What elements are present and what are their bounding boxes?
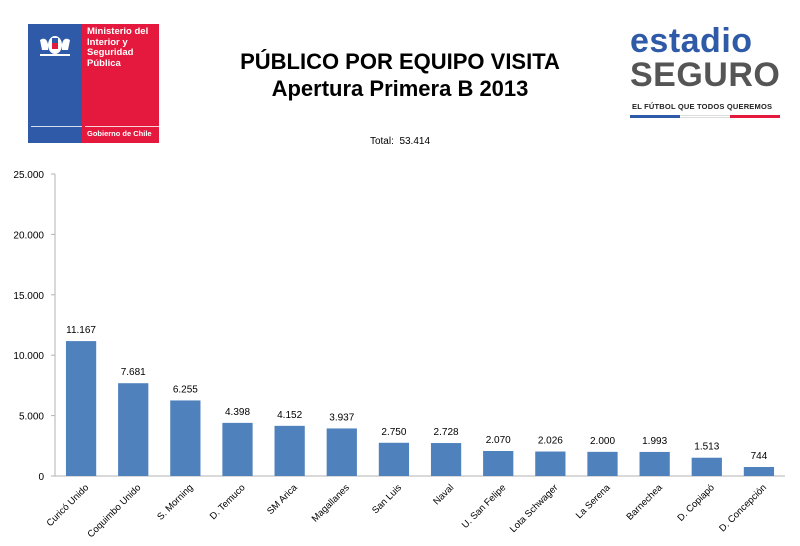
estadio-seguro-logo: estadio SEGURO EL FÚTBOL QUE TODOS QUERE… <box>628 22 788 126</box>
chile-coat-of-arms-icon <box>40 36 70 56</box>
x-category-label: Lota Schwager <box>508 482 561 535</box>
x-category-label: D. Temuco <box>208 482 248 522</box>
title-line-1: PÚBLICO POR EQUIPO VISITA <box>240 49 560 74</box>
data-label: 3.937 <box>329 412 354 423</box>
total-label: Total: 53.414 <box>0 136 800 147</box>
y-tick-label: 10.000 <box>13 351 44 362</box>
data-label: 6.255 <box>173 384 198 395</box>
x-category-label: Naval <box>431 482 456 507</box>
data-label: 1.993 <box>642 436 667 447</box>
data-label: 4.152 <box>277 410 302 421</box>
gobierno-de-chile-logo: Ministerio del Interior y Seguridad Públ… <box>28 24 159 143</box>
data-label: 2.728 <box>434 427 459 438</box>
x-category-label: S. Morning <box>155 482 195 522</box>
x-category-label: Coquimbo Unido <box>86 482 144 540</box>
ministry-name: Ministerio del Interior y Seguridad Públ… <box>87 26 149 69</box>
bar <box>691 457 722 476</box>
data-label: 2.026 <box>538 436 563 447</box>
bar <box>378 442 410 476</box>
x-category-label: SM Arica <box>265 482 300 517</box>
y-tick-label: 5.000 <box>19 412 44 423</box>
data-label: 2.000 <box>590 436 615 447</box>
bar <box>743 467 775 476</box>
x-category-label: D. Copiapó <box>676 482 717 523</box>
bar <box>274 425 305 476</box>
data-label: 7.681 <box>121 367 146 378</box>
data-label: 1.513 <box>694 442 719 453</box>
chart-title: PÚBLICO POR EQUIPO VISITA Apertura Prime… <box>170 48 630 102</box>
bar <box>587 451 618 476</box>
data-label: 4.398 <box>225 407 250 418</box>
x-category-label: Barnechea <box>624 482 665 523</box>
total-value: 53.414 <box>399 136 431 147</box>
estadio-tagline: EL FÚTBOL QUE TODOS QUEREMOS <box>632 102 773 111</box>
x-category-label: San Luis <box>370 482 404 516</box>
bar <box>430 443 462 476</box>
seguro-word: SEGURO <box>630 56 781 94</box>
x-category-label: Magallanes <box>310 482 352 524</box>
bar <box>65 341 97 476</box>
estadio-word: estadio <box>630 22 753 60</box>
x-category-label: Curicó Unido <box>45 482 92 529</box>
tricolor-stripe <box>630 115 780 118</box>
x-category-label: D. Concepción <box>717 482 769 534</box>
bar <box>222 422 253 476</box>
y-tick-label: 20.000 <box>13 230 44 241</box>
data-label: 2.070 <box>486 435 511 446</box>
gobierno-de-chile-label: Gobierno de Chile <box>87 129 152 138</box>
bar <box>535 451 566 476</box>
x-category-label: La Serena <box>574 482 613 521</box>
data-label: 744 <box>751 451 768 462</box>
bar <box>170 400 201 476</box>
total-caption: Total: <box>369 136 394 147</box>
bar <box>118 383 149 476</box>
y-tick-label: 25.000 <box>13 170 44 181</box>
bar <box>483 450 514 476</box>
data-label: 11.167 <box>66 325 96 336</box>
y-tick-label: 15.000 <box>13 291 44 302</box>
bar <box>639 451 670 476</box>
data-label: 2.750 <box>381 427 406 438</box>
title-line-2: Apertura Primera B 2013 <box>271 76 529 101</box>
y-tick-label: 0 <box>38 472 44 483</box>
x-category-label: U. San Felipe <box>460 482 508 530</box>
bar <box>326 428 357 476</box>
